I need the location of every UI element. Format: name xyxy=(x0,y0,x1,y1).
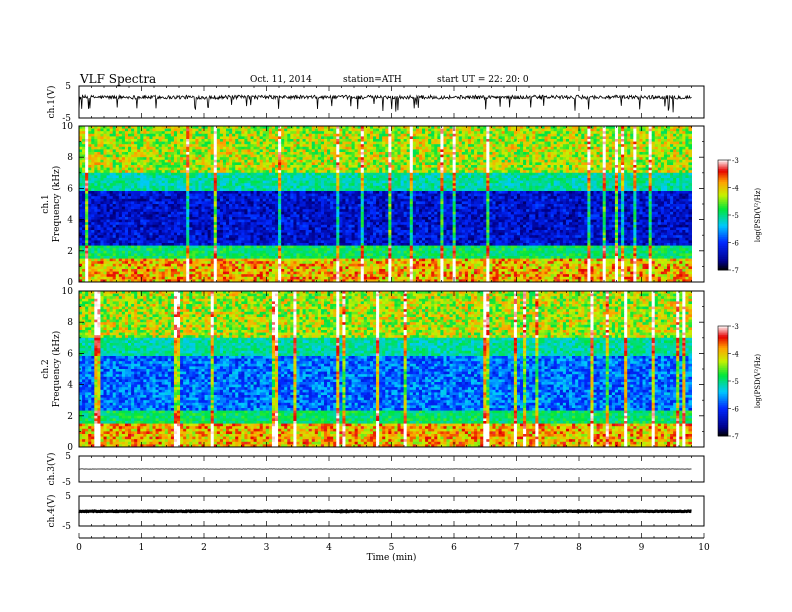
vlf-spectra-figure: VLF Spectra Oct. 11, 2014 station=ATH st… xyxy=(0,0,792,612)
y-axis-label: ch.1(V) xyxy=(46,86,57,119)
y-tick-label: 5 xyxy=(65,82,71,92)
ch1-waveform-trace xyxy=(79,95,692,112)
ch1-spectrogram-cells xyxy=(79,126,692,283)
plot-area: 5-5ch.1(V)0246810ch.1 Frequency (kHz)-3-4… xyxy=(0,0,792,612)
